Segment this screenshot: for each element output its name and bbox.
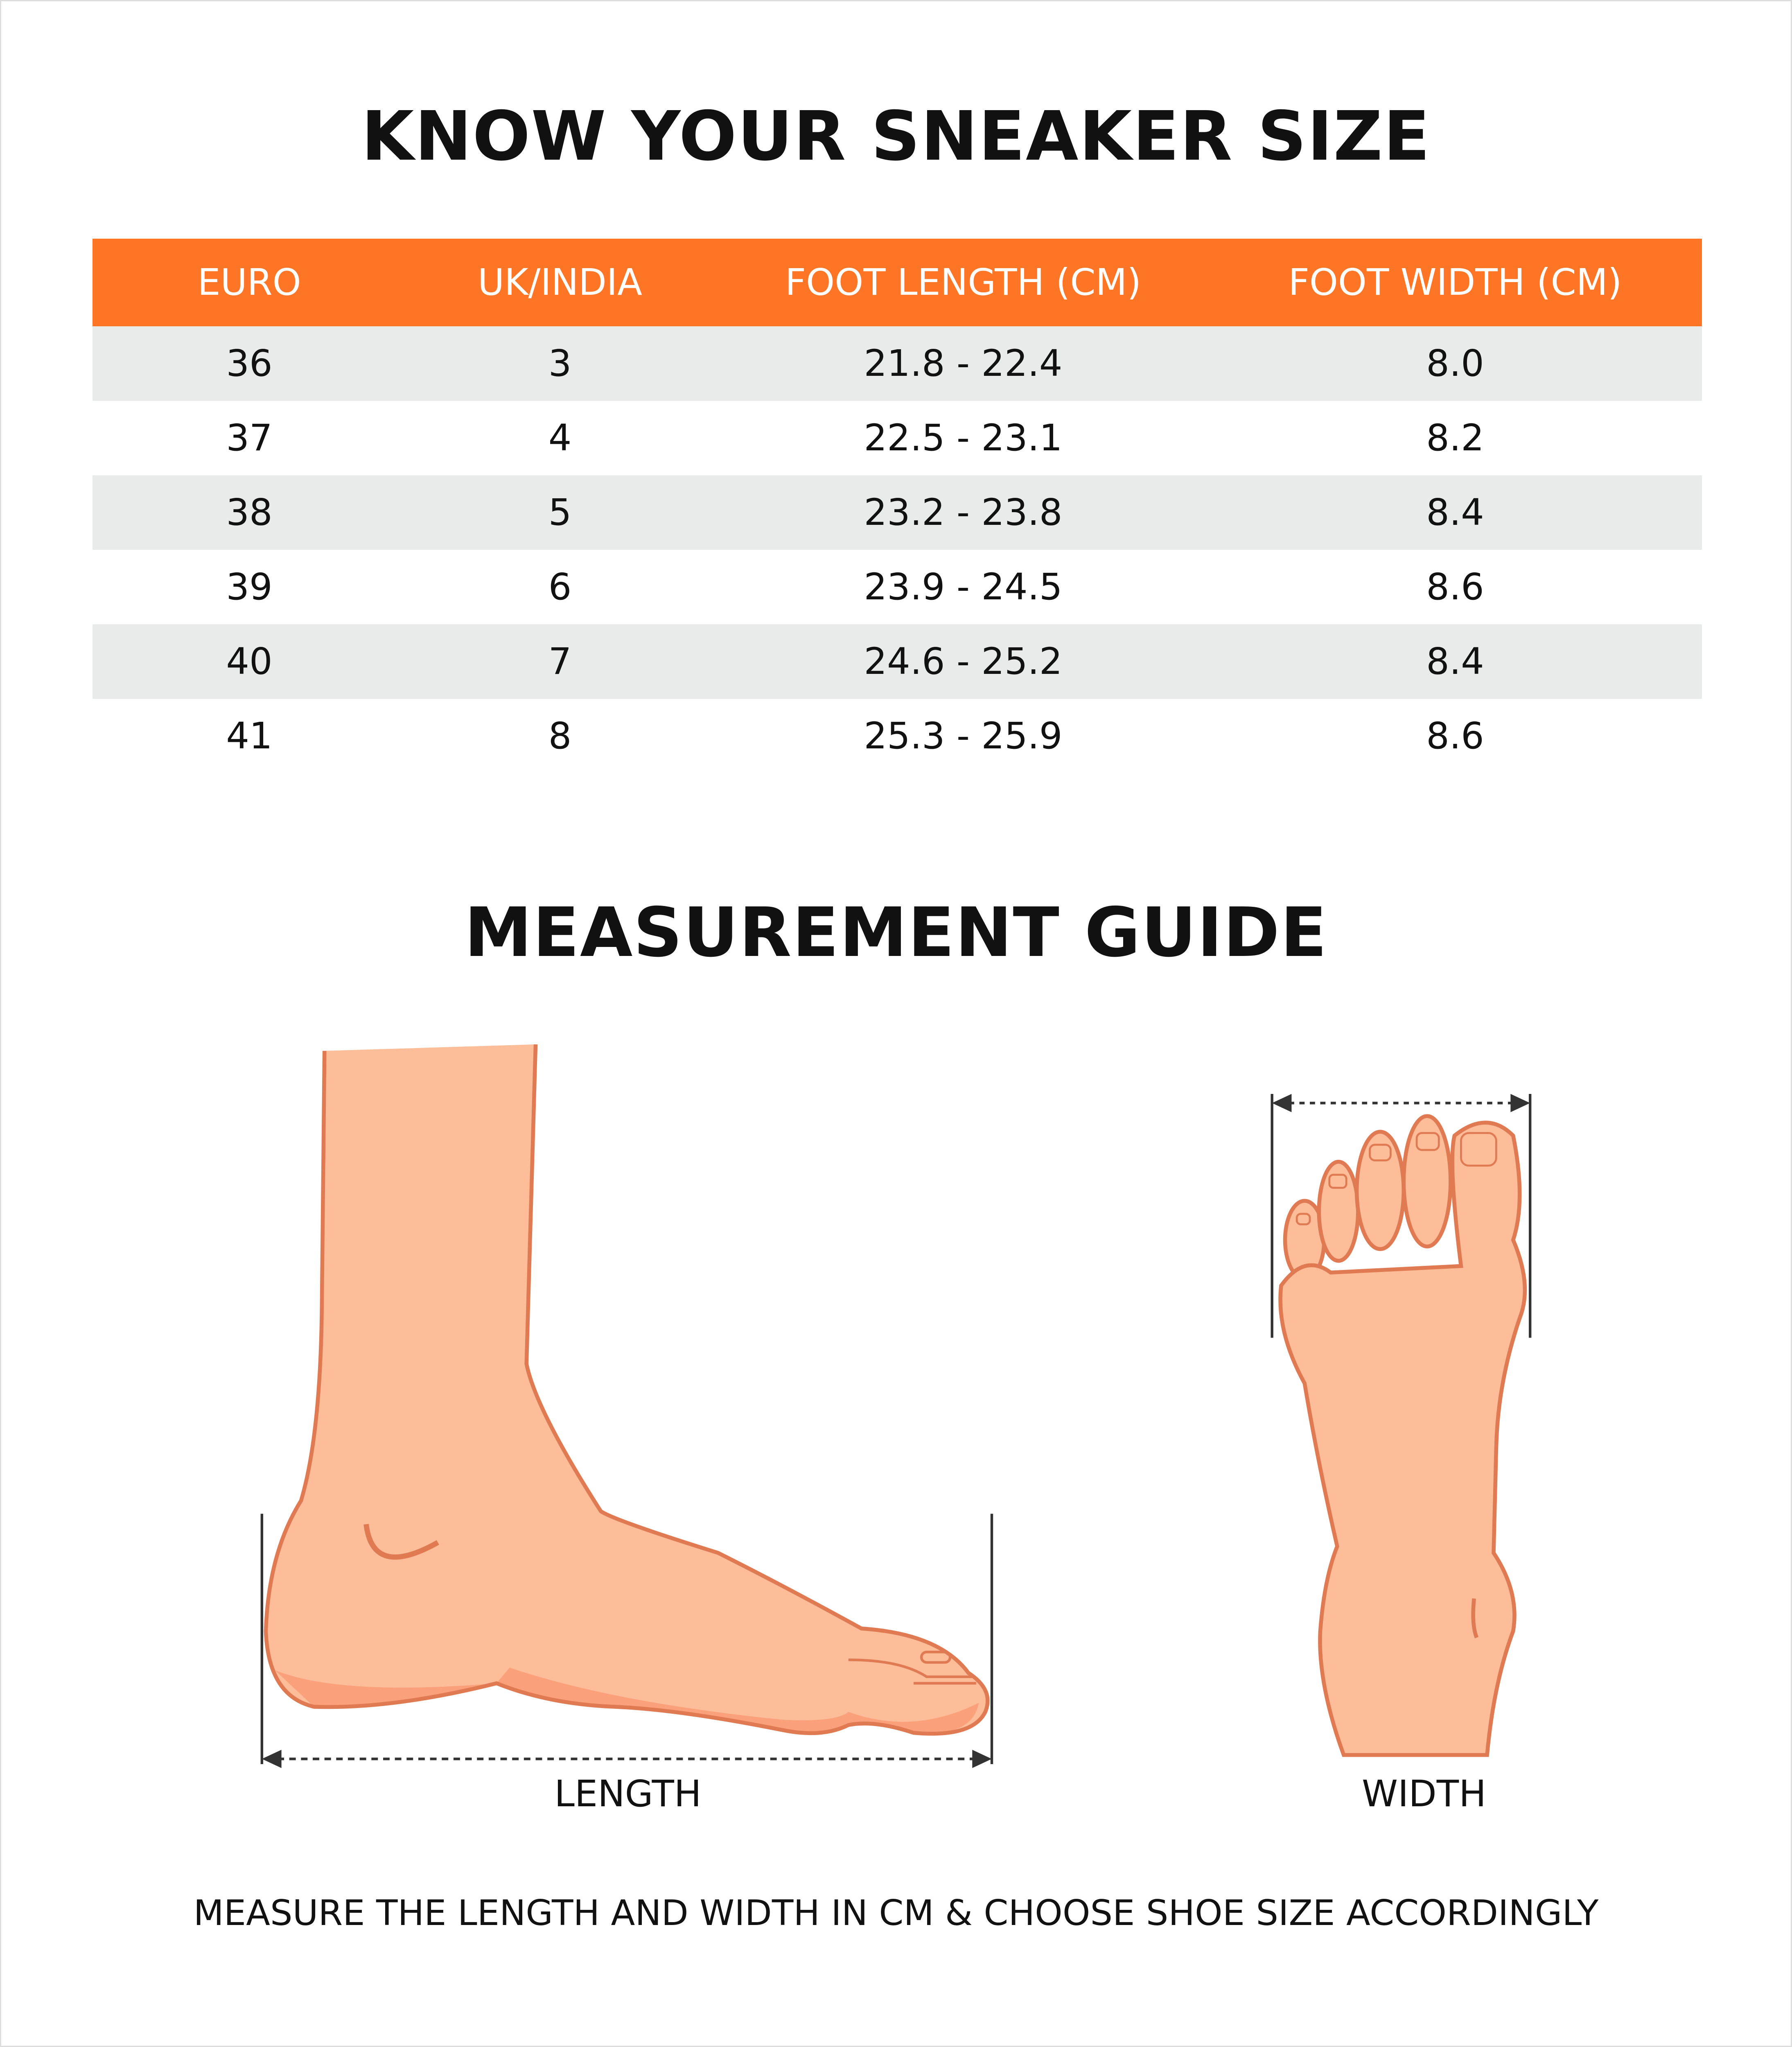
cell-uk-india: 3 [548, 342, 572, 385]
cell-euro: 36 [226, 342, 273, 385]
cell-foot-width: 8.6 [1426, 565, 1484, 608]
cell-foot-length: 24.6 - 25.2 [864, 640, 1063, 683]
header-uk-india: UK/INDIA [478, 261, 642, 304]
table-row: 39 6 23.9 - 24.5 8.6 [93, 550, 1702, 624]
cell-foot-width: 8.6 [1426, 714, 1484, 757]
cell-foot-length: 21.8 - 22.4 [864, 342, 1063, 385]
top-foot-illustration [1278, 1114, 1527, 1757]
width-measure-arrow [1271, 1094, 1532, 1338]
cell-foot-width: 8.0 [1426, 342, 1484, 385]
cell-uk-india: 8 [548, 714, 572, 757]
table-row: 41 8 25.3 - 25.9 8.6 [93, 699, 1702, 773]
table-row: 36 3 21.8 - 22.4 8.0 [93, 326, 1702, 401]
cell-foot-length: 23.9 - 24.5 [864, 565, 1063, 608]
width-label: WIDTH [1361, 1772, 1487, 1815]
cell-euro: 38 [226, 491, 273, 534]
footer-instruction: MEASURE THE LENGTH AND WIDTH IN CM & CHO… [193, 1893, 1599, 1934]
cell-foot-length: 25.3 - 25.9 [864, 714, 1063, 757]
size-table: EURO UK/INDIA FOOT LENGTH (CM) FOOT WIDT… [93, 239, 1702, 773]
table-row: 37 4 22.5 - 23.1 8.2 [93, 401, 1702, 475]
cell-foot-length: 22.5 - 23.1 [864, 416, 1063, 459]
cell-euro: 41 [226, 714, 273, 757]
side-foot-illustration [264, 1044, 990, 1736]
header-euro: EURO [197, 261, 301, 304]
table-row: 40 7 24.6 - 25.2 8.4 [93, 624, 1702, 699]
cell-foot-width: 8.4 [1426, 640, 1484, 683]
table-row: 38 5 23.2 - 23.8 8.4 [93, 475, 1702, 550]
cell-foot-width: 8.4 [1426, 491, 1484, 534]
cell-foot-length: 23.2 - 23.8 [864, 491, 1063, 534]
cell-uk-india: 7 [548, 640, 572, 683]
guide-title: MEASUREMENT GUIDE [464, 893, 1328, 972]
header-foot-width: FOOT WIDTH (CM) [1288, 261, 1622, 304]
page-title: KNOW YOUR SNEAKER SIZE [361, 97, 1431, 176]
cell-uk-india: 4 [548, 416, 572, 459]
cell-euro: 39 [226, 565, 273, 608]
cell-foot-width: 8.2 [1426, 416, 1484, 459]
cell-uk-india: 5 [548, 491, 572, 534]
length-measure-arrow [260, 1514, 993, 1768]
table-header: EURO UK/INDIA FOOT LENGTH (CM) FOOT WIDT… [93, 239, 1702, 326]
table-body: 36 3 21.8 - 22.4 8.0 37 4 22.5 - 23.1 8.2 38 5 23.… [93, 326, 1702, 773]
cell-euro: 40 [226, 640, 273, 683]
cell-uk-india: 6 [548, 565, 572, 608]
header-foot-length: FOOT LENGTH (CM) [785, 261, 1142, 304]
cell-euro: 37 [226, 416, 273, 459]
length-label: LENGTH [554, 1772, 702, 1815]
